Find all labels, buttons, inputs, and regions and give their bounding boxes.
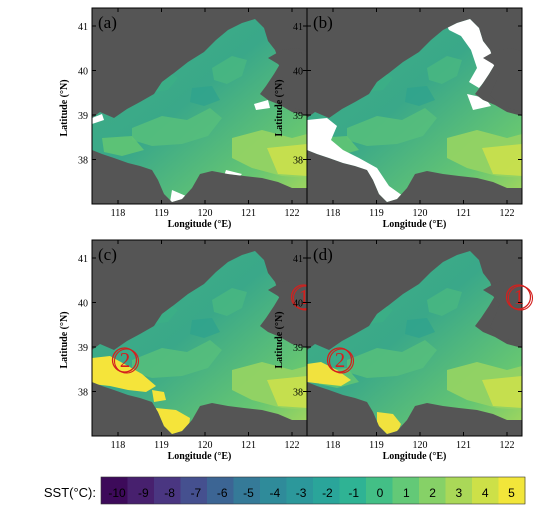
colorbar-tick-label: 4 xyxy=(482,486,489,500)
colorbar-cell xyxy=(366,477,393,504)
colorbar-tick-label: 0 xyxy=(377,486,384,500)
x-tick-label: 118 xyxy=(111,208,126,219)
y-tick-label: 40 xyxy=(293,299,303,310)
x-tick-label: 122 xyxy=(500,208,515,219)
x-axis-label: Longitude (°E) xyxy=(168,451,232,462)
colorbar-cell xyxy=(154,477,181,504)
colorbar-cell xyxy=(498,477,526,504)
x-tick-label: 120 xyxy=(413,208,428,219)
x-tick-label: 121 xyxy=(456,440,471,451)
colorbar-tick-label: -1 xyxy=(348,486,359,500)
region-marker-1: 1 xyxy=(505,284,534,311)
y-tick-label: 39 xyxy=(293,343,303,354)
panel-label: (b) xyxy=(313,13,333,32)
colorbar-cell xyxy=(392,477,420,504)
y-axis-label: Latitude (°N) xyxy=(59,79,70,136)
x-tick-label: 120 xyxy=(198,208,213,219)
colorbar-tick-label: 1 xyxy=(403,486,410,500)
panel-frame xyxy=(306,7,523,205)
colorbar-tick-label: -5 xyxy=(243,486,254,500)
colorbar-tick-label: 3 xyxy=(456,486,463,500)
x-axis-label: Longitude (°E) xyxy=(383,219,447,230)
colorbar-cell xyxy=(101,477,128,504)
colorbar-cell xyxy=(419,477,446,504)
colorbar-tick-label: -7 xyxy=(191,486,202,500)
map-panel-3: (c) 1 2 118 119 120 121 122 41 40 39 38 Longitude (°… xyxy=(59,239,319,462)
colorbar-tick-label: 5 xyxy=(508,486,515,500)
colorbar-cell xyxy=(286,477,314,504)
x-tick-label: 119 xyxy=(369,208,384,219)
sst-colorbar: SST(°C): -10 -9 -8 -7 -6 -5 -4 -3 -2 -1 0 1 2 3 4 5 xyxy=(44,476,526,505)
y-axis-label: Latitude (°N) xyxy=(59,311,70,368)
colorbar-tick-label: -6 xyxy=(217,486,228,500)
x-tick-label: 122 xyxy=(500,440,515,451)
region-marker-2: 2 xyxy=(326,347,355,374)
colorbar-cell xyxy=(233,477,261,504)
x-tick-label: 122 xyxy=(285,208,300,219)
y-tick-label: 40 xyxy=(293,67,303,78)
y-tick-label: 41 xyxy=(78,22,88,33)
x-tick-label: 121 xyxy=(456,208,471,219)
x-tick-label: 118 xyxy=(326,440,341,451)
colorbar-cell xyxy=(445,477,473,504)
colorbar-cell xyxy=(260,477,287,504)
colorbar-cell xyxy=(180,477,208,504)
region-marker-2: 2 xyxy=(111,347,140,374)
colorbar-cell xyxy=(472,477,499,504)
colorbar-tick-label: -2 xyxy=(322,486,333,500)
x-tick-label: 121 xyxy=(241,440,256,451)
y-tick-label: 39 xyxy=(78,343,88,354)
colorbar-tick-label: 2 xyxy=(429,486,436,500)
y-tick-label: 38 xyxy=(293,156,303,167)
colorbar-tick-label: -4 xyxy=(269,486,280,500)
map-panel-4: (d) 1 2 118 119 120 121 122 41 40 39 38 Longitude (°… xyxy=(274,239,534,462)
colorbar-cell xyxy=(207,477,234,504)
x-tick-label: 121 xyxy=(241,208,256,219)
x-tick-label: 119 xyxy=(154,440,169,451)
map-panel-2: (b) 118 119 120 121 122 41 40 39 38 Longitude (°E)… xyxy=(274,7,523,230)
x-axis-label: Longitude (°E) xyxy=(168,219,232,230)
x-tick-label: 119 xyxy=(154,208,169,219)
x-tick-label: 119 xyxy=(369,440,384,451)
y-tick-label: 41 xyxy=(293,22,303,33)
region-marker-label: 1 xyxy=(299,285,310,309)
panel-label: (c) xyxy=(98,245,117,264)
x-tick-label: 118 xyxy=(326,208,341,219)
y-tick-label: 40 xyxy=(78,299,88,310)
colorbar-cell xyxy=(127,477,155,504)
y-axis-label: Latitude (°N) xyxy=(274,79,285,136)
colorbar-tick-label: -8 xyxy=(164,486,175,500)
colorbar-tick-label: -10 xyxy=(108,486,126,500)
panel-frame xyxy=(306,239,523,437)
x-tick-label: 122 xyxy=(285,440,300,451)
x-tick-label: 120 xyxy=(413,440,428,451)
y-tick-label: 41 xyxy=(293,254,303,265)
region-marker-label: 2 xyxy=(120,348,131,372)
y-tick-label: 39 xyxy=(78,111,88,122)
x-tick-label: 120 xyxy=(198,440,213,451)
y-tick-label: 39 xyxy=(293,111,303,122)
y-tick-label: 38 xyxy=(78,388,88,399)
colorbar-label: SST(°C): xyxy=(44,485,96,500)
colorbar-cell xyxy=(339,477,367,504)
y-tick-label: 38 xyxy=(78,156,88,167)
region-marker-label: 1 xyxy=(514,285,525,309)
map-panel-1: (a) 118 119 120 121 122 41 40 39 38 Longitude (°E)… xyxy=(59,7,308,230)
panel-label: (d) xyxy=(313,245,333,264)
y-tick-label: 40 xyxy=(78,67,88,78)
colorbar-cell xyxy=(313,477,340,504)
x-axis-label: Longitude (°E) xyxy=(383,451,447,462)
colorbar-tick-label: -9 xyxy=(138,486,149,500)
region-marker-label: 2 xyxy=(335,348,346,372)
y-tick-label: 38 xyxy=(293,388,303,399)
y-axis-label: Latitude (°N) xyxy=(274,311,285,368)
colorbar-tick-label: -3 xyxy=(296,486,307,500)
x-tick-label: 118 xyxy=(111,440,126,451)
y-tick-label: 41 xyxy=(78,254,88,265)
panel-label: (a) xyxy=(98,13,117,32)
